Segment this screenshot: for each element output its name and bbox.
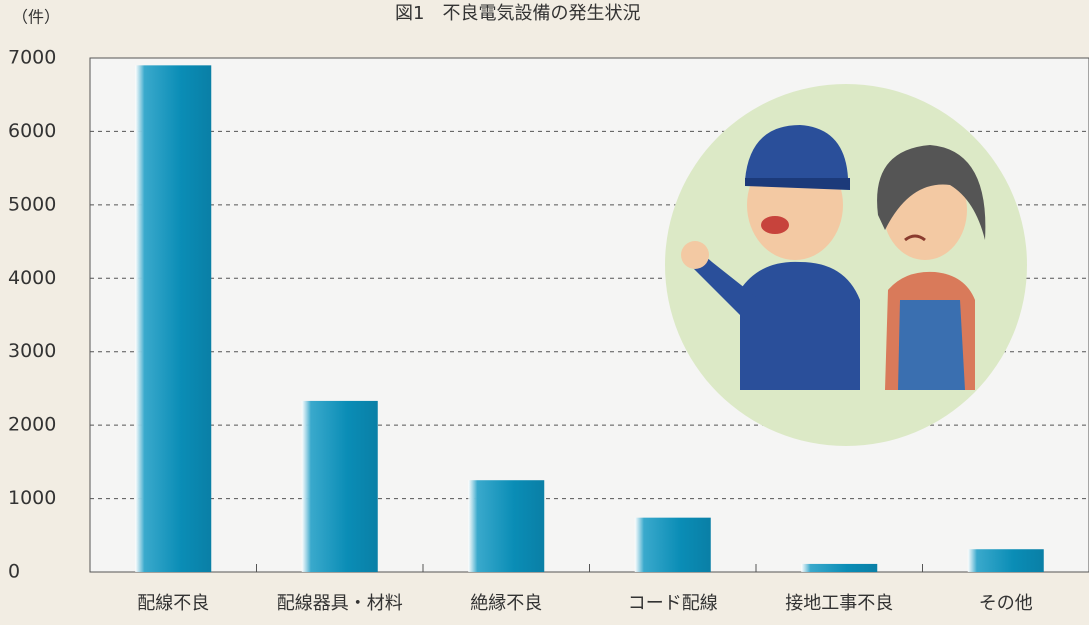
x-tick-label: コード配線 bbox=[628, 593, 718, 614]
illustration bbox=[665, 84, 1027, 446]
y-tick-label: 0 bbox=[8, 561, 20, 583]
x-tick-label: 接地工事不良 bbox=[785, 593, 893, 614]
y-tick-label: 3000 bbox=[8, 340, 56, 362]
bar bbox=[801, 564, 877, 572]
y-tick-label: 1000 bbox=[8, 487, 56, 509]
bar bbox=[468, 480, 544, 572]
y-tick-label: 6000 bbox=[8, 120, 56, 142]
y-tick-label: 7000 bbox=[8, 47, 56, 69]
chart: 図1 不良電気設備の発生状況 （件） 0 1000 2000 3000 4000 5000… bbox=[0, 0, 1089, 621]
x-tick-label: 絶縁不良 bbox=[470, 593, 542, 614]
bar bbox=[968, 549, 1044, 572]
y-tick-label: 5000 bbox=[8, 193, 56, 215]
y-tick-label: 2000 bbox=[8, 414, 56, 436]
bar bbox=[635, 518, 711, 572]
bar bbox=[302, 401, 378, 572]
y-tick-label: 4000 bbox=[8, 267, 56, 289]
y-unit-label: （件） bbox=[12, 8, 60, 27]
x-tick-label: 配線器具・材料 bbox=[277, 593, 403, 614]
x-tick-label: その他 bbox=[979, 593, 1033, 614]
chart-title: 図1 不良電気設備の発生状況 bbox=[395, 3, 640, 24]
bar bbox=[135, 65, 211, 572]
x-tick-label: 配線不良 bbox=[137, 593, 209, 614]
